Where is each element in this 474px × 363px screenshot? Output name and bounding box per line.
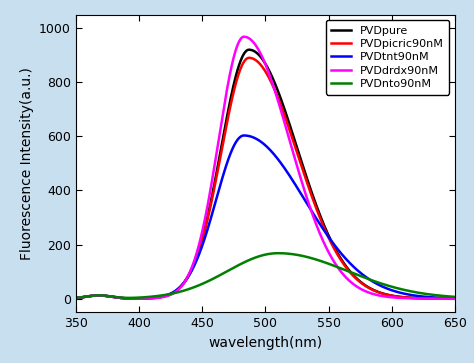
Legend: PVDpure, PVDpicric90nM, PVDtnt90nM, PVDdrdx90nM, PVDnto90nM: PVDpure, PVDpicric90nM, PVDtnt90nM, PVDd… <box>326 20 449 94</box>
PVDpure <box>246 48 252 52</box>
PVDpure <box>441 297 447 301</box>
PVDtnt90nM <box>241 133 247 138</box>
PVDnto90nM <box>257 254 263 258</box>
PVDpure <box>372 288 377 293</box>
PVDdrdx90nM <box>92 293 98 298</box>
PVDpicric90nM <box>92 293 98 298</box>
PVDpure <box>247 48 253 52</box>
PVDpicric90nM <box>246 56 252 60</box>
Line: PVDtnt90nM: PVDtnt90nM <box>76 135 455 298</box>
PVDtnt90nM <box>372 281 378 285</box>
PVDpicric90nM <box>247 56 253 60</box>
PVDpicric90nM <box>257 62 263 67</box>
Y-axis label: Fluorescence Intensity(a.u.): Fluorescence Intensity(a.u.) <box>19 67 34 260</box>
PVDdrdx90nM <box>73 296 79 300</box>
PVDnto90nM <box>92 293 98 298</box>
Line: PVDpure: PVDpure <box>76 50 455 299</box>
PVDdrdx90nM <box>441 297 447 301</box>
Line: PVDpicric90nM: PVDpicric90nM <box>76 58 455 299</box>
PVDtnt90nM <box>248 134 254 139</box>
PVDdrdx90nM <box>452 297 458 301</box>
PVDpure <box>452 297 458 301</box>
PVDdrdx90nM <box>441 297 447 301</box>
PVDdrdx90nM <box>372 292 377 297</box>
PVDpure <box>73 296 79 300</box>
PVDtnt90nM <box>258 139 264 144</box>
Line: PVDdrdx90nM: PVDdrdx90nM <box>76 37 455 299</box>
PVDpicric90nM <box>452 297 458 301</box>
PVDnto90nM <box>275 251 281 255</box>
PVDpicric90nM <box>372 289 377 293</box>
PVDpure <box>92 293 98 298</box>
PVDtnt90nM <box>132 296 138 301</box>
PVDtnt90nM <box>92 293 98 298</box>
PVDnto90nM <box>441 294 447 298</box>
PVDpure <box>441 297 447 301</box>
PVDnto90nM <box>441 294 447 298</box>
PVDdrdx90nM <box>241 34 247 39</box>
PVDpicric90nM <box>441 297 447 301</box>
X-axis label: wavelength(nm): wavelength(nm) <box>209 336 322 350</box>
PVDtnt90nM <box>441 296 447 300</box>
PVDnto90nM <box>372 279 377 284</box>
PVDpure <box>257 54 263 59</box>
Line: PVDnto90nM: PVDnto90nM <box>76 253 455 298</box>
PVDpicric90nM <box>441 297 447 301</box>
PVDnto90nM <box>452 295 458 299</box>
PVDdrdx90nM <box>247 37 253 41</box>
PVDpicric90nM <box>73 296 79 300</box>
PVDtnt90nM <box>73 296 79 300</box>
PVDtnt90nM <box>442 296 447 300</box>
PVDnto90nM <box>247 257 253 262</box>
PVDtnt90nM <box>452 296 458 301</box>
PVDdrdx90nM <box>257 51 263 56</box>
PVDnto90nM <box>73 296 79 300</box>
